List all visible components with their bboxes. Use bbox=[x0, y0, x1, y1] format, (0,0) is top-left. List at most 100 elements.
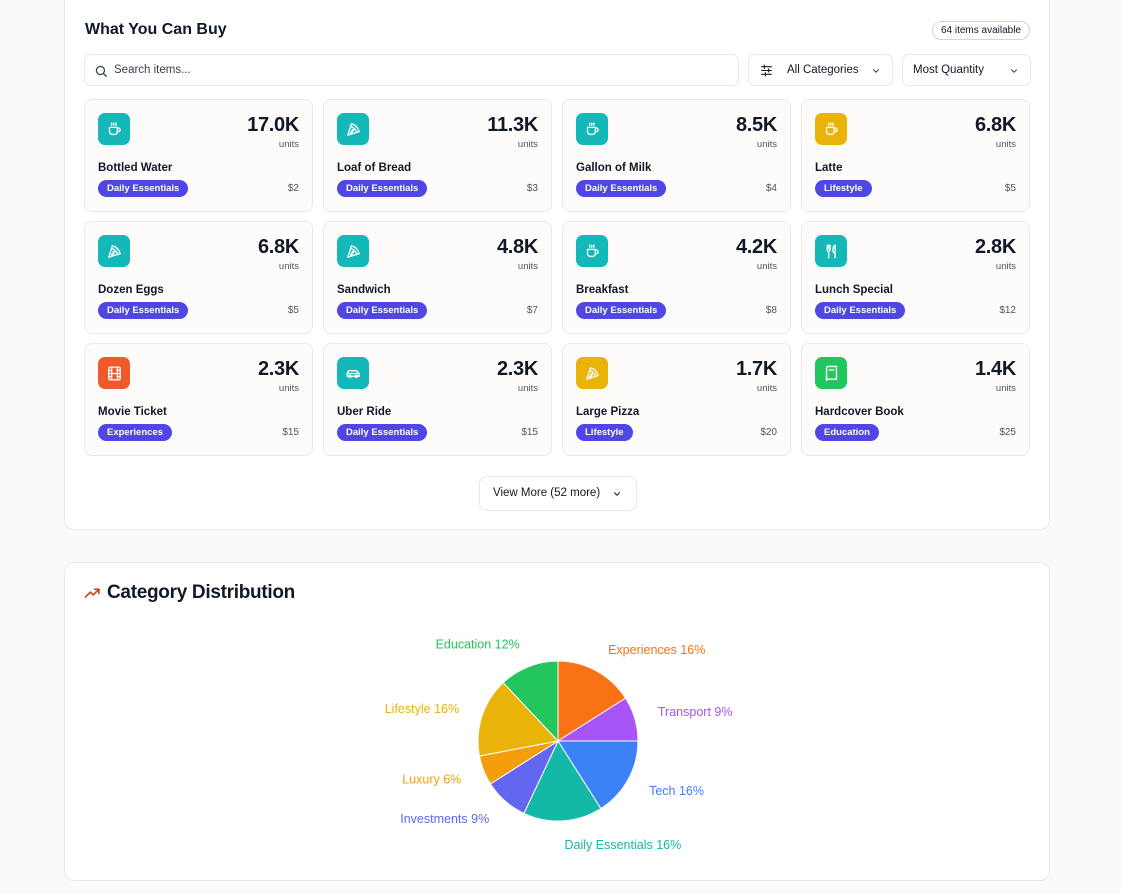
item-card[interactable]: 1.7K units Large Pizza Lifestyle $20 bbox=[562, 343, 791, 456]
item-unit: units bbox=[995, 261, 1016, 272]
coffee-cup-icon bbox=[825, 121, 838, 135]
item-icon-tile bbox=[98, 235, 130, 267]
chevron-down-icon bbox=[613, 492, 621, 496]
item-category-badge: Daily Essentials bbox=[98, 180, 189, 197]
distribution-title: Category Distribution bbox=[107, 582, 295, 603]
category-pie-chart: Tech 16% Daily Essentials 16% Investments … bbox=[385, 637, 733, 852]
item-name: Hardcover Book bbox=[815, 406, 904, 418]
item-unit: units bbox=[517, 383, 538, 394]
item-card[interactable]: 8.5K units Gallon of Milk Daily Essentials $… bbox=[562, 99, 791, 212]
pie-slice-tech[interactable] bbox=[557, 740, 639, 810]
item-card[interactable]: 11.3K units Loaf of Bread Daily Essentials $… bbox=[323, 99, 552, 212]
pie-label-luxury: Luxury 6% bbox=[402, 772, 461, 786]
item-unit: units bbox=[517, 139, 538, 150]
item-card[interactable]: 6.8K units Latte Lifestyle $5 bbox=[801, 99, 1030, 212]
item-price: $3 bbox=[526, 183, 538, 194]
pizza-slice-icon bbox=[585, 366, 599, 380]
item-unit: units bbox=[756, 139, 777, 150]
item-card[interactable]: 4.8K units Sandwich Daily Essentials $7 bbox=[323, 221, 552, 334]
coffee-cup-icon bbox=[586, 121, 599, 135]
item-icon-tile bbox=[98, 113, 130, 145]
item-price: $15 bbox=[521, 427, 538, 438]
trending-up-icon bbox=[84, 588, 100, 598]
item-quantity: 4.8K bbox=[496, 236, 538, 258]
category-filter-select[interactable]: All Categories bbox=[748, 54, 893, 86]
chevron-down-icon bbox=[872, 69, 880, 73]
item-unit: units bbox=[995, 383, 1016, 394]
view-more-button[interactable]: View More (52 more) bbox=[479, 476, 637, 511]
pie-label-investments: Investments 9% bbox=[400, 812, 489, 826]
item-price: $4 bbox=[765, 183, 777, 194]
item-price: $5 bbox=[287, 305, 299, 316]
item-icon-tile bbox=[815, 357, 847, 389]
what-you-can-buy-panel: What You Can Buy 64 items available All … bbox=[64, 0, 1050, 530]
item-icon-tile bbox=[815, 235, 847, 267]
item-price: $5 bbox=[1004, 183, 1016, 194]
pie-label-tech: Tech 16% bbox=[649, 784, 704, 798]
item-unit: units bbox=[278, 383, 299, 394]
item-card[interactable]: 2.8K units Lunch Special Daily Essentials $1… bbox=[801, 221, 1030, 334]
item-card[interactable]: 2.3K units Movie Ticket Experiences $15 bbox=[84, 343, 313, 456]
item-price: $20 bbox=[760, 427, 777, 438]
item-category-badge: Experiences bbox=[98, 424, 172, 441]
pie-slice-daily-essentials[interactable] bbox=[523, 739, 602, 822]
search-icon bbox=[95, 65, 107, 77]
sort-label: Most Quantity bbox=[913, 64, 984, 76]
search-input[interactable] bbox=[114, 55, 714, 85]
item-name: Bottled Water bbox=[98, 162, 173, 174]
item-quantity: 17.0K bbox=[247, 114, 299, 136]
pizza-slice-icon bbox=[346, 244, 360, 258]
item-quantity: 2.8K bbox=[974, 236, 1016, 258]
buy-panel-title: What You Can Buy bbox=[85, 21, 227, 38]
pie-label-transport: Transport 9% bbox=[658, 705, 733, 719]
item-icon-tile bbox=[576, 235, 608, 267]
sliders-icon bbox=[761, 64, 772, 77]
pie-slice-education[interactable] bbox=[502, 660, 559, 743]
item-quantity: 1.7K bbox=[735, 358, 777, 380]
item-card[interactable]: 4.2K units Breakfast Daily Essentials $8 bbox=[562, 221, 791, 334]
item-category-badge: Daily Essentials bbox=[576, 180, 667, 197]
item-unit: units bbox=[278, 139, 299, 150]
car-icon bbox=[345, 369, 360, 378]
item-name: Movie Ticket bbox=[98, 406, 167, 418]
item-name: Uber Ride bbox=[337, 406, 392, 418]
item-name: Sandwich bbox=[337, 284, 391, 296]
pie-label-daily-essentials: Daily Essentials 16% bbox=[565, 838, 682, 852]
sort-select[interactable]: Most Quantity bbox=[902, 54, 1031, 86]
item-price: $12 bbox=[999, 305, 1016, 316]
item-price: $25 bbox=[999, 427, 1016, 438]
item-name: Loaf of Bread bbox=[337, 162, 412, 174]
pie-slice-lifestyle[interactable] bbox=[477, 681, 559, 757]
item-category-badge: Daily Essentials bbox=[98, 302, 189, 319]
item-category-badge: Daily Essentials bbox=[576, 302, 667, 319]
item-price: $7 bbox=[526, 305, 538, 316]
item-icon-tile bbox=[98, 357, 130, 389]
item-quantity: 11.3K bbox=[487, 114, 538, 136]
chevron-down-icon bbox=[1010, 69, 1018, 73]
utensils-icon bbox=[826, 243, 836, 259]
item-card[interactable]: 6.8K units Dozen Eggs Daily Essentials $5 bbox=[84, 221, 313, 334]
item-name: Dozen Eggs bbox=[98, 284, 164, 296]
item-quantity: 8.5K bbox=[735, 114, 777, 136]
item-quantity: 6.8K bbox=[974, 114, 1016, 136]
film-icon bbox=[107, 365, 121, 381]
item-unit: units bbox=[756, 261, 777, 272]
item-card[interactable]: 1.4K units Hardcover Book Education $25 bbox=[801, 343, 1030, 456]
pie-slice-experiences[interactable] bbox=[557, 660, 627, 742]
item-card[interactable]: 17.0K units Bottled Water Daily Essentials $… bbox=[84, 99, 313, 212]
item-price: $15 bbox=[282, 427, 299, 438]
pie-label-education: Education 12% bbox=[436, 637, 520, 651]
book-icon bbox=[825, 365, 837, 381]
pie-slice-transport[interactable] bbox=[556, 697, 639, 742]
pie-label-lifestyle: Lifestyle 16% bbox=[385, 702, 459, 716]
item-icon-tile bbox=[337, 235, 369, 267]
category-distribution-panel: Category Distribution Tech 16% Daily Esse… bbox=[64, 562, 1050, 881]
item-quantity: 1.4K bbox=[974, 358, 1016, 380]
view-more-label: View More (52 more) bbox=[493, 487, 601, 499]
pizza-slice-icon bbox=[346, 122, 360, 136]
item-category-badge: Daily Essentials bbox=[815, 302, 906, 319]
item-card[interactable]: 2.3K units Uber Ride Daily Essentials $15 bbox=[323, 343, 552, 456]
search-box[interactable] bbox=[84, 54, 739, 86]
item-quantity: 2.3K bbox=[257, 358, 299, 380]
pie-label-experiences: Experiences 16% bbox=[608, 643, 705, 657]
